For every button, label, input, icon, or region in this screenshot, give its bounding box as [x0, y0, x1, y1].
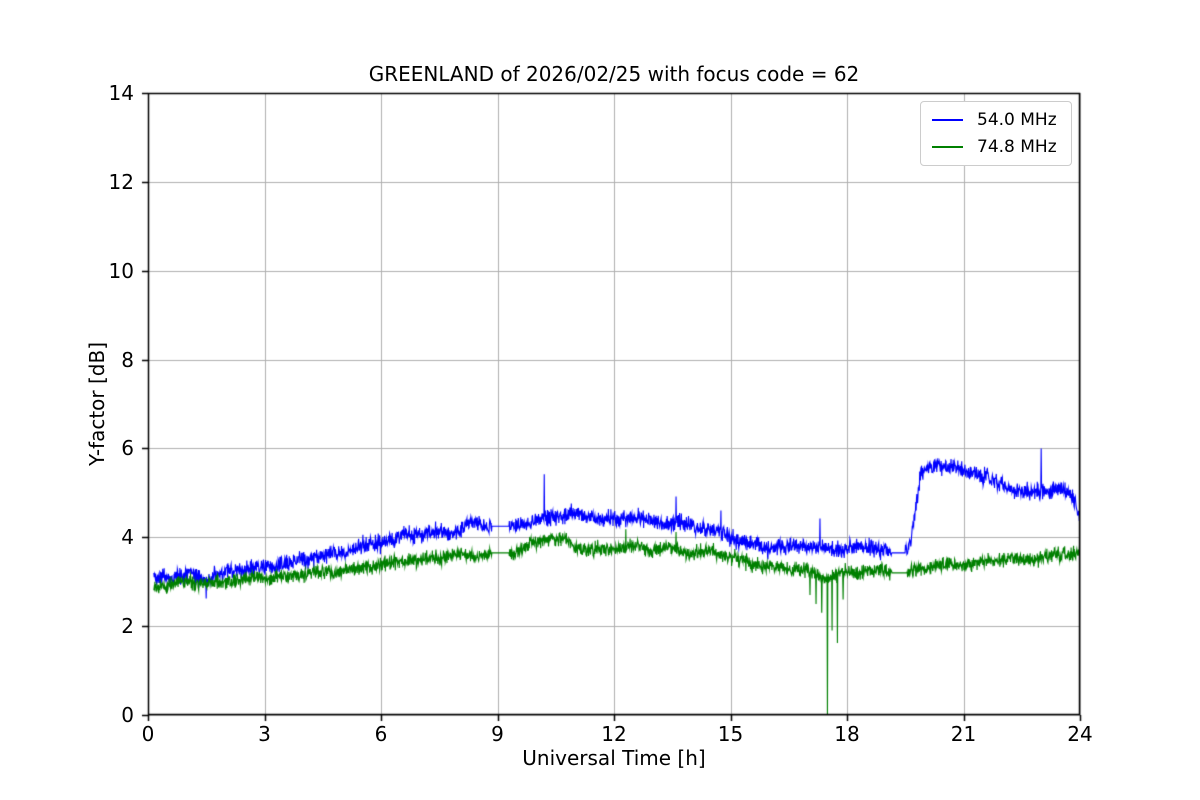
x-tick-label: 21: [950, 722, 977, 746]
x-tick-label: 18: [834, 722, 860, 746]
y-tick-label: 4: [121, 525, 134, 550]
y-tick-label: 2: [121, 614, 134, 639]
x-tick-label: 6: [374, 722, 388, 746]
y-tick-label: 14: [108, 81, 134, 105]
x-tick-label: 9: [491, 722, 504, 746]
legend-line-swatch-blue: [932, 119, 963, 121]
y-tick-label: 6: [121, 436, 134, 461]
x-tick-label: 24: [1067, 722, 1093, 746]
x-tick-label: 0: [141, 722, 155, 746]
chart-title: GREENLAND of 2026/02/25 with focus code …: [368, 62, 860, 86]
legend: 54.0 MHz 74.8 MHz: [920, 101, 1072, 166]
x-tick-label: 12: [601, 722, 627, 746]
x-axis-label: Universal Time [h]: [522, 746, 706, 770]
y-tick-label: 12: [108, 169, 134, 194]
legend-item-74-mhz: 74.8 MHz: [932, 137, 1057, 157]
y-tick-label: 0: [121, 703, 134, 727]
legend-label: 54.0 MHz: [977, 110, 1057, 130]
legend-line-swatch-green: [932, 146, 963, 148]
legend-item-54-mhz: 54.0 MHz: [932, 110, 1057, 130]
legend-label: 74.8 MHz: [977, 137, 1057, 157]
x-tick-label: 15: [717, 722, 744, 746]
y-tick-label: 10: [108, 258, 134, 283]
y-tick-label: 8: [121, 347, 134, 372]
x-tick-label: 3: [258, 722, 271, 746]
